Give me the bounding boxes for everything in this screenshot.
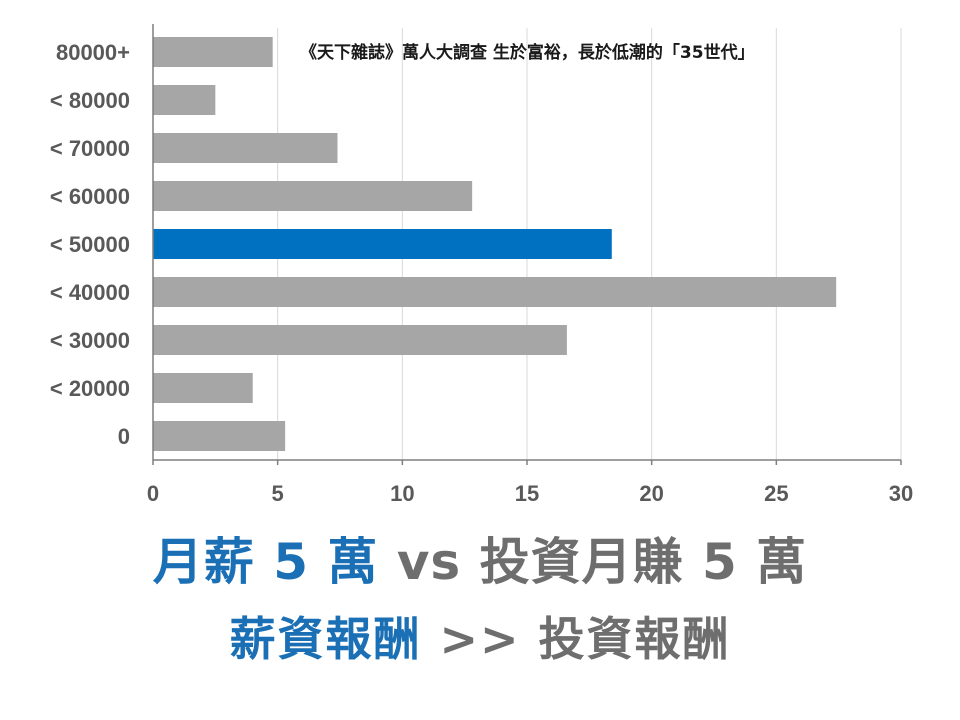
source-annotation: 《天下雜誌》萬人大調查 生於富裕，長於低潮的「35世代」 <box>300 43 755 63</box>
x-tick-label: 10 <box>390 481 414 506</box>
bar <box>153 421 286 451</box>
x-tick-label: 0 <box>147 481 159 506</box>
category-tick-label: < 60000 <box>50 184 130 209</box>
chart-labels: 80000+ < 80000 < 70000 < 60000 < 50000 < 4000… <box>50 40 913 506</box>
chart-axes <box>152 24 902 465</box>
category-tick-label: < 50000 <box>50 232 130 257</box>
category-tick-label: < 30000 <box>50 328 130 353</box>
category-tick-label: < 80000 <box>50 88 130 113</box>
bar <box>153 229 612 259</box>
bar <box>153 277 837 307</box>
bar <box>153 133 338 163</box>
bar-chart: 80000+ < 80000 < 70000 < 60000 < 50000 < 4000… <box>50 24 913 506</box>
category-tick-label: < 40000 <box>50 280 130 305</box>
x-tick-label: 25 <box>764 481 788 506</box>
x-tick-label: 30 <box>889 481 913 506</box>
category-tick-label: < 70000 <box>50 136 130 161</box>
headline-line-1-rest: vs 投資月賺 5 萬 <box>378 533 808 591</box>
bar <box>153 85 216 115</box>
x-tick-label: 15 <box>515 481 539 506</box>
bar <box>153 325 567 355</box>
x-tick-label: 20 <box>639 481 663 506</box>
headline-line-2: 薪資報酬 >> 投資報酬 <box>0 603 960 669</box>
bar <box>153 373 253 403</box>
category-tick-label: < 20000 <box>50 376 130 401</box>
headline-line-2-highlight: 薪資報酬 <box>229 612 422 666</box>
headline-line-2-rest: >> 投資報酬 <box>421 612 731 666</box>
bar <box>153 181 473 211</box>
headline-line-1-highlight: 月薪 5 萬 <box>152 533 379 591</box>
category-tick-label: 80000+ <box>56 40 130 65</box>
headline-line-1: 月薪 5 萬 vs 投資月賺 5 萬 <box>0 522 960 594</box>
chart-bars <box>153 37 837 451</box>
bar <box>153 37 273 67</box>
category-tick-label: 0 <box>118 424 130 449</box>
x-tick-label: 5 <box>272 481 284 506</box>
